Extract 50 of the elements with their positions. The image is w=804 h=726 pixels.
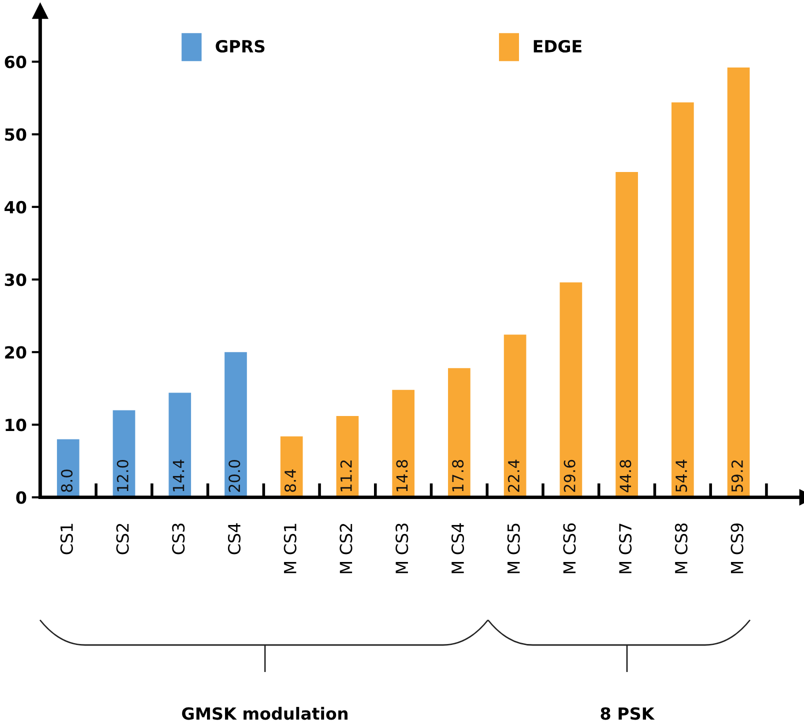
bar (560, 282, 582, 498)
x-tick-label: M CS7 (619, 524, 632, 574)
bar (504, 334, 526, 498)
bar (671, 102, 694, 498)
bar (336, 416, 359, 498)
y-tick-label: 50 (5, 128, 26, 141)
data-label: 11.2 (340, 460, 352, 492)
data-label: 12.0 (116, 460, 128, 492)
x-tick-label: CS4 (228, 523, 241, 554)
data-label: 22.4 (508, 460, 520, 492)
y-tick-label: 0 (16, 491, 26, 504)
bar (168, 392, 192, 498)
x-tick-label: CS2 (116, 524, 129, 554)
data-label: 14.4 (172, 460, 184, 492)
y-tick-label: 10 (6, 418, 26, 432)
legend-label: EDGE (534, 40, 582, 53)
data-label: 59.2 (731, 460, 743, 492)
data-label: 54.4 (676, 460, 688, 492)
bar (727, 68, 750, 498)
y-tick-label: 30 (4, 273, 26, 286)
text: GMSK modulation (182, 706, 348, 720)
bar (392, 390, 415, 498)
x-tick-label: M CS5 (507, 524, 520, 574)
bar (224, 352, 247, 498)
bar (280, 436, 303, 498)
x-tick-label: M CS9 (730, 523, 744, 574)
data-label: 20.0 (228, 460, 240, 492)
x-tick-label: M CS1 (284, 524, 296, 574)
bar (616, 172, 638, 498)
data-label: 29.6 (564, 460, 576, 492)
x-tick-label: M CS8 (674, 523, 688, 574)
text: 8 PSK (600, 707, 655, 720)
x-tick-label: CS1 (60, 524, 73, 554)
x-tick-label: M CS3 (396, 524, 408, 574)
legend-label: GPRS (216, 40, 264, 53)
data-label: 8.0 (61, 470, 73, 492)
x-tick-label: M CS2 (340, 524, 352, 574)
bar (112, 410, 136, 498)
data-label: 8.4 (284, 470, 296, 492)
x-tick-label: CS3 (172, 524, 185, 554)
bar (56, 439, 80, 498)
y-tick-label: 20 (5, 346, 26, 359)
x-tick-label: M CS4 (451, 523, 464, 574)
bar (448, 368, 470, 498)
data-label: 17.8 (452, 460, 464, 492)
y-tick-label: 40 (4, 200, 26, 214)
x-tick-label: M CS6 (563, 523, 576, 574)
data-label: 44.8 (620, 460, 632, 492)
data-label: 14.8 (396, 460, 408, 492)
y-tick-label: 60 (4, 56, 26, 68)
